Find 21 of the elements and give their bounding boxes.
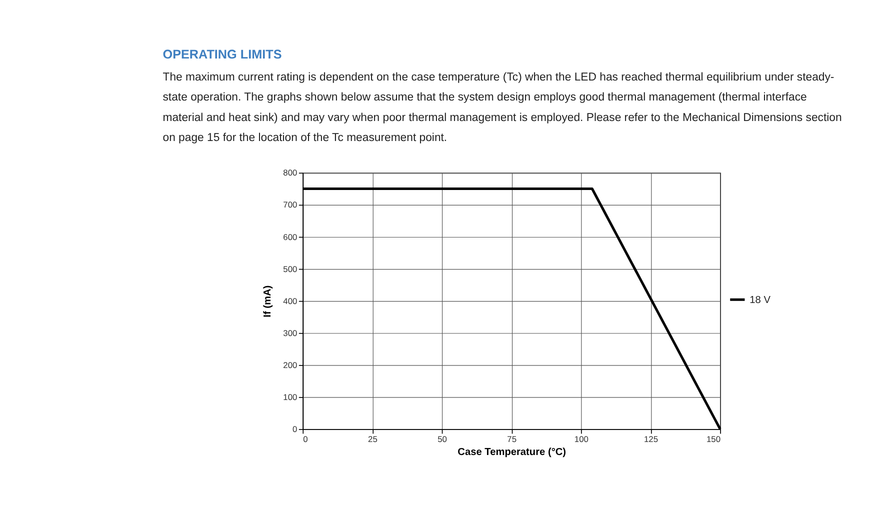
x-tick-label: 50 [438, 434, 448, 444]
x-tick-label: 100 [574, 434, 589, 444]
x-tick-label: 0 [303, 434, 308, 444]
y-tick-label: 200 [283, 360, 298, 370]
x-tick-label: 150 [706, 434, 721, 444]
chart-subtitle: The maximum current rating is dependent on the case temperature (Tc) when the LED has reached thermal equilibrium under steady-state operation. The graphs shown below assume that the system design employs good thermal management (thermal interface material and heat sink) and may vary when poor thermal management is employed. Please refer to the Mechanical Dimensions section on page 15 for the location of the Tc measurement point. [162, 71, 842, 144]
y-tick-label: 400 [283, 296, 298, 306]
x-tick-label: 75 [507, 434, 517, 444]
y-tick-label: 300 [283, 328, 298, 338]
x-tick-label: 25 [368, 434, 378, 444]
y-tick-label: 0 [292, 424, 298, 434]
chart-title: OPERATING LIMITS [162, 47, 282, 62]
y-tick-label: 800 [283, 168, 298, 178]
y-tick-label: 700 [283, 200, 298, 210]
x-tick-label: 125 [644, 434, 658, 444]
y-tick-label: 100 [283, 392, 298, 402]
y-tick-label: 500 [283, 264, 298, 274]
legend-label: 18 V [750, 295, 771, 306]
x-axis-title: Case Temperature (°C) [458, 446, 566, 458]
y-tick-label: 600 [283, 232, 298, 242]
y-axis-title: If (mA) [262, 285, 274, 318]
